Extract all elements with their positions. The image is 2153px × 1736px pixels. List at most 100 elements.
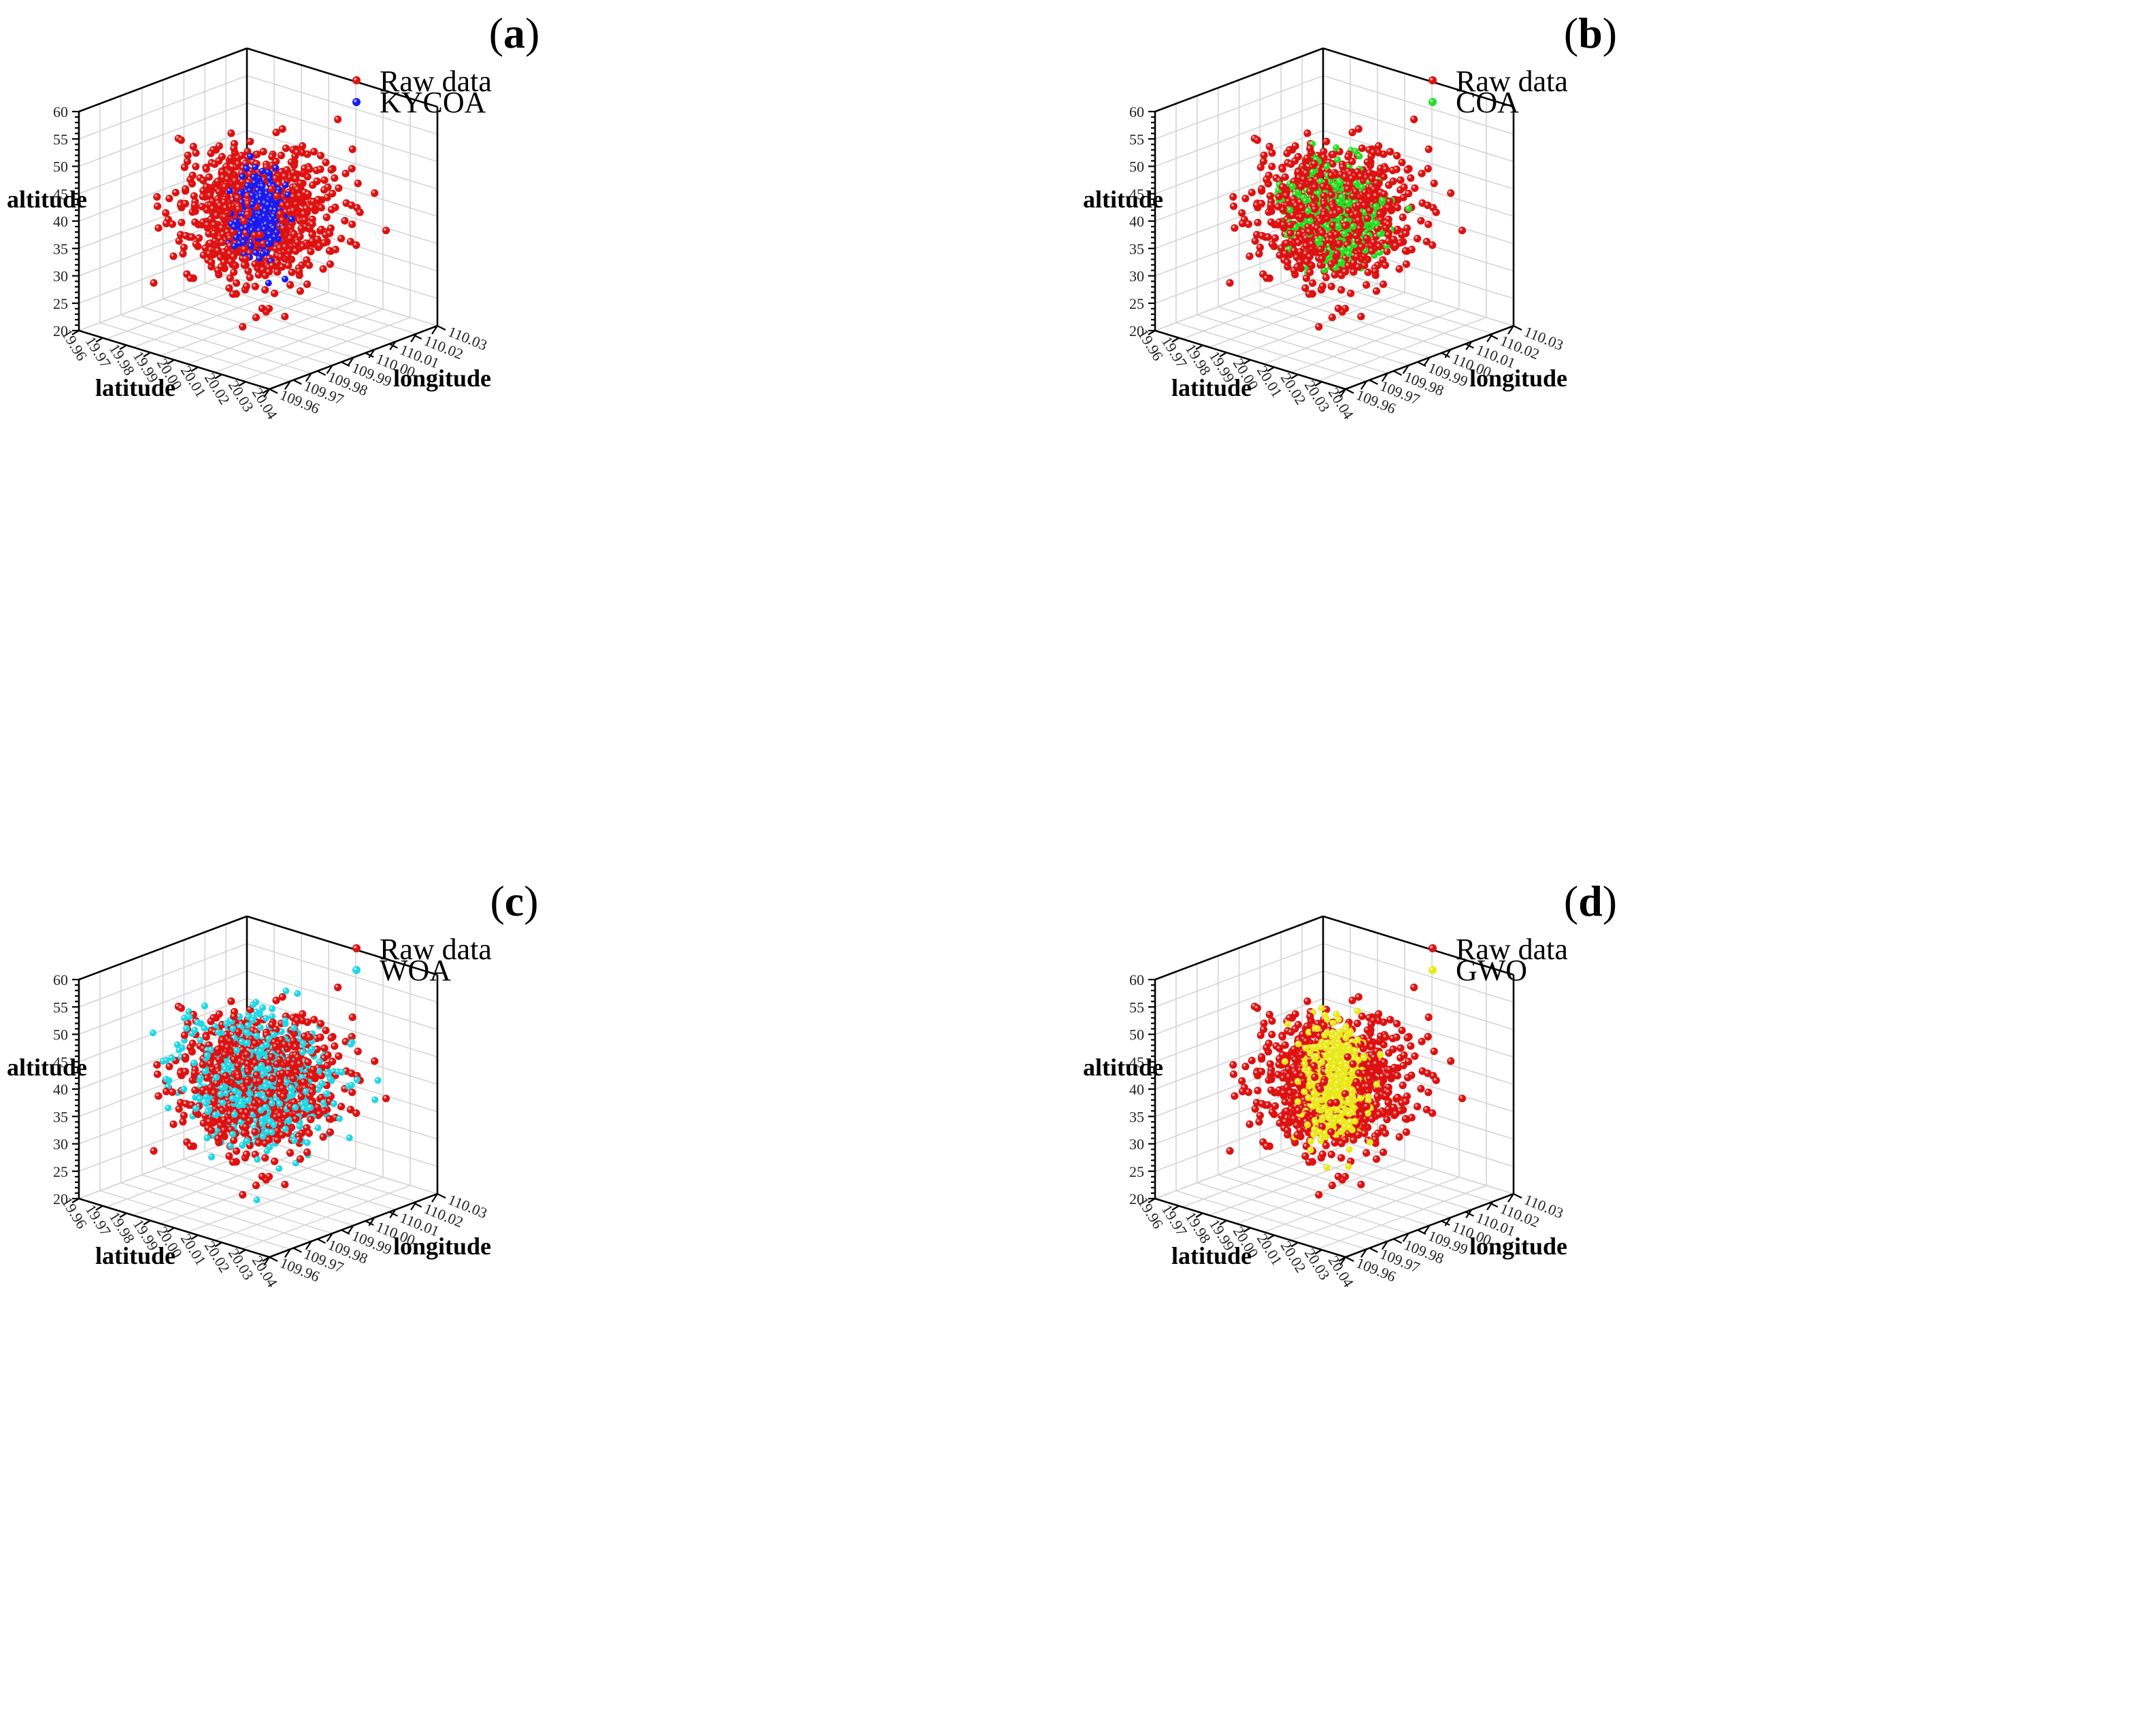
data-point (255, 1077, 263, 1085)
data-point (258, 304, 266, 313)
data-point (1302, 274, 1310, 282)
data-point (1286, 229, 1295, 237)
data-point (258, 182, 266, 190)
data-point (334, 983, 342, 992)
z-tick-label: 55 (1129, 999, 1144, 1016)
data-point (320, 1107, 329, 1115)
data-point (292, 247, 300, 255)
data-point (220, 248, 228, 256)
data-point (262, 1083, 269, 1090)
scatter-points-b (1226, 115, 1467, 331)
data-point (207, 1017, 215, 1025)
data-point (256, 1024, 264, 1031)
chart-d: (d)202530354045505560109.96109.97109.981… (1083, 877, 1617, 1290)
data-point (229, 1158, 237, 1166)
data-point (1302, 197, 1309, 204)
data-point (1372, 192, 1380, 200)
data-point (1353, 252, 1361, 261)
data-point (217, 1090, 224, 1098)
z-tick-label: 50 (53, 158, 68, 176)
data-point (235, 1073, 243, 1082)
data-point (259, 266, 267, 274)
data-point (280, 172, 289, 180)
data-point (299, 142, 307, 150)
data-point (1327, 282, 1335, 290)
data-point (348, 220, 356, 229)
data-point (254, 1139, 263, 1147)
data-point (235, 205, 243, 214)
data-point (1384, 237, 1392, 246)
data-point (222, 203, 230, 212)
data-point (1345, 250, 1352, 257)
x-axis-label: latitude (95, 374, 176, 401)
data-point (282, 182, 289, 189)
data-point (260, 1070, 267, 1078)
data-point (1286, 206, 1294, 214)
data-point (1372, 287, 1380, 295)
z-tick-label: 60 (1129, 971, 1144, 988)
data-point (244, 1060, 252, 1068)
data-point (1337, 179, 1344, 186)
data-point (258, 1062, 265, 1069)
data-point (329, 189, 337, 198)
data-point (1379, 280, 1388, 288)
data-point (1432, 208, 1440, 216)
data-point (252, 1182, 260, 1190)
data-point (1238, 219, 1247, 228)
data-point (199, 1061, 207, 1069)
data-point (1368, 247, 1376, 255)
data-point (1338, 193, 1346, 201)
data-point (176, 1046, 183, 1054)
data-point (1318, 254, 1326, 263)
data-point (1364, 268, 1372, 276)
data-point (188, 171, 197, 180)
data-point (1241, 1063, 1250, 1071)
data-point (246, 137, 254, 146)
data-point (346, 1105, 354, 1114)
data-point (290, 1024, 297, 1032)
data-point (1268, 1017, 1276, 1025)
data-point (1246, 252, 1254, 261)
data-point (308, 1088, 316, 1096)
data-point (270, 212, 277, 220)
data-point (217, 263, 225, 271)
data-point (277, 151, 285, 160)
data-point (1302, 241, 1310, 250)
data-point (316, 1033, 324, 1041)
data-point (1282, 191, 1290, 199)
data-point (230, 144, 238, 152)
data-point (330, 1100, 337, 1107)
data-point (207, 1126, 216, 1135)
data-point (292, 1043, 300, 1051)
data-point (326, 229, 334, 237)
data-point (296, 1155, 304, 1163)
data-point (1231, 1092, 1239, 1100)
data-point (1333, 144, 1340, 152)
data-point (337, 1103, 346, 1111)
z-tick-label: 20 (1129, 322, 1144, 339)
data-point (335, 184, 343, 193)
legend-marker-raw (352, 76, 361, 84)
data-point (251, 282, 259, 290)
data-point (1370, 185, 1378, 193)
data-point (210, 221, 218, 229)
data-point (1320, 210, 1328, 218)
data-point (218, 152, 226, 161)
data-point (1268, 149, 1276, 157)
data-point (293, 238, 301, 246)
data-point (256, 210, 263, 217)
data-point (1352, 210, 1361, 218)
data-point (314, 1124, 322, 1132)
data-point (273, 1136, 282, 1144)
data-point (207, 149, 215, 157)
data-point (204, 1108, 212, 1115)
data-point (207, 1046, 215, 1054)
data-point (268, 1020, 276, 1029)
data-point (1253, 1004, 1261, 1012)
data-point (219, 1099, 227, 1106)
data-point (1352, 231, 1361, 240)
data-point (1306, 144, 1314, 152)
data-point (1365, 193, 1373, 201)
data-point (1363, 1026, 1371, 1034)
data-point (1402, 260, 1410, 268)
